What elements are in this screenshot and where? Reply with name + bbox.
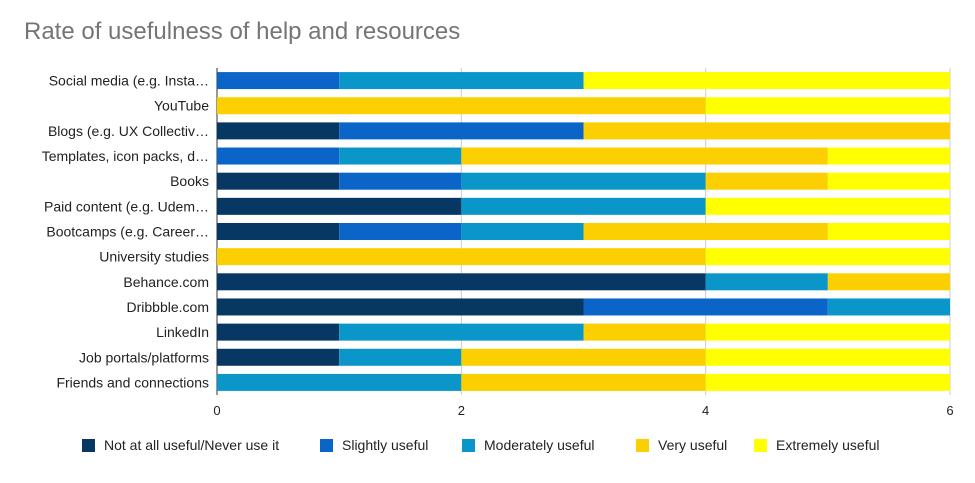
bar-segment [217,323,340,341]
x-tick-label: 4 [702,403,709,418]
legend-item[interactable]: Very useful [636,437,727,453]
bar-segment [217,97,706,115]
bar-segment [583,223,828,240]
category-label: Templates, icon packs, d… [42,148,209,164]
bar-segment [217,348,340,366]
legend[interactable]: Not at all useful/Never use it Slightly u… [82,437,879,453]
category-label: Behance.com [123,274,209,290]
bar-segment [339,323,584,341]
x-tick-label: 2 [458,403,465,418]
legend-swatch [320,439,333,452]
bar-segment [217,298,584,316]
bar-segment [217,172,340,190]
category-label: Books [170,173,209,189]
category-labels: Social media (e.g. Insta… YouTube Blogs (e… [42,73,210,391]
legend-label: Extremely useful [776,437,879,453]
bar-segment [583,122,950,140]
category-label: Blogs (e.g. UX Collectiv… [48,123,209,139]
category-label: Paid content (e.g. Udem… [44,198,209,214]
bar-segment [217,122,340,140]
bar-segment [583,298,828,316]
bars-layer [217,72,950,391]
bar-segment [705,172,828,190]
bar-segment [339,72,584,90]
bar-segment [827,172,950,190]
bar-segment [583,323,706,341]
category-label: Job portals/platforms [79,349,209,365]
bar-segment [827,273,950,291]
bar-segment [339,147,462,165]
category-label: Bootcamps (e.g. Career… [46,224,209,240]
bar-segment [339,348,462,366]
bar-segment [461,348,706,366]
bar-segment [705,323,950,341]
bar-segment [705,248,950,266]
bar-segment [217,273,706,291]
bar-segment [217,72,340,90]
bar-segment [827,147,950,165]
bar-segment [217,373,462,391]
x-tick-label: 0 [213,403,220,418]
bar-segment [217,197,462,215]
bar-segment [705,273,828,291]
legend-item[interactable]: Not at all useful/Never use it [82,437,279,453]
legend-label: Slightly useful [342,437,428,453]
bar-segment [217,223,340,240]
chart-title: Rate of usefulness of help and resources [24,18,461,45]
category-label: Friends and connections [56,374,209,390]
legend-item[interactable]: Moderately useful [462,437,595,453]
bar-segment [217,147,340,165]
category-label: LinkedIn [156,324,209,340]
bar-segment [461,197,706,215]
bar-segment [461,373,706,391]
bar-segment [461,147,828,165]
legend-label: Not at all useful/Never use it [104,437,279,453]
bar-segment [339,172,462,190]
bar-segment [583,72,950,90]
x-tick-labels: 0 2 4 6 [213,403,953,418]
category-label: University studies [99,249,209,265]
legend-label: Very useful [658,437,727,453]
legend-swatch [636,439,649,452]
bar-segment [461,172,706,190]
category-label: Dribbble.com [127,299,209,315]
legend-swatch [82,439,95,452]
legend-label: Moderately useful [484,437,595,453]
bar-segment [339,122,584,140]
bar-segment [705,97,950,115]
bar-segment [339,223,462,240]
bar-segment [217,248,706,266]
legend-item[interactable]: Extremely useful [754,437,879,453]
legend-swatch [754,439,767,452]
x-tick-label: 6 [946,403,953,418]
category-label: YouTube [154,98,209,114]
bar-segment [705,348,950,366]
bar-segment [827,298,950,316]
bar-segment [827,223,950,240]
legend-item[interactable]: Slightly useful [320,437,428,453]
bar-segment [705,197,950,215]
category-label: Social media (e.g. Insta… [49,73,209,89]
bar-segment [705,373,950,391]
bar-segment [461,223,584,240]
legend-swatch [462,439,475,452]
